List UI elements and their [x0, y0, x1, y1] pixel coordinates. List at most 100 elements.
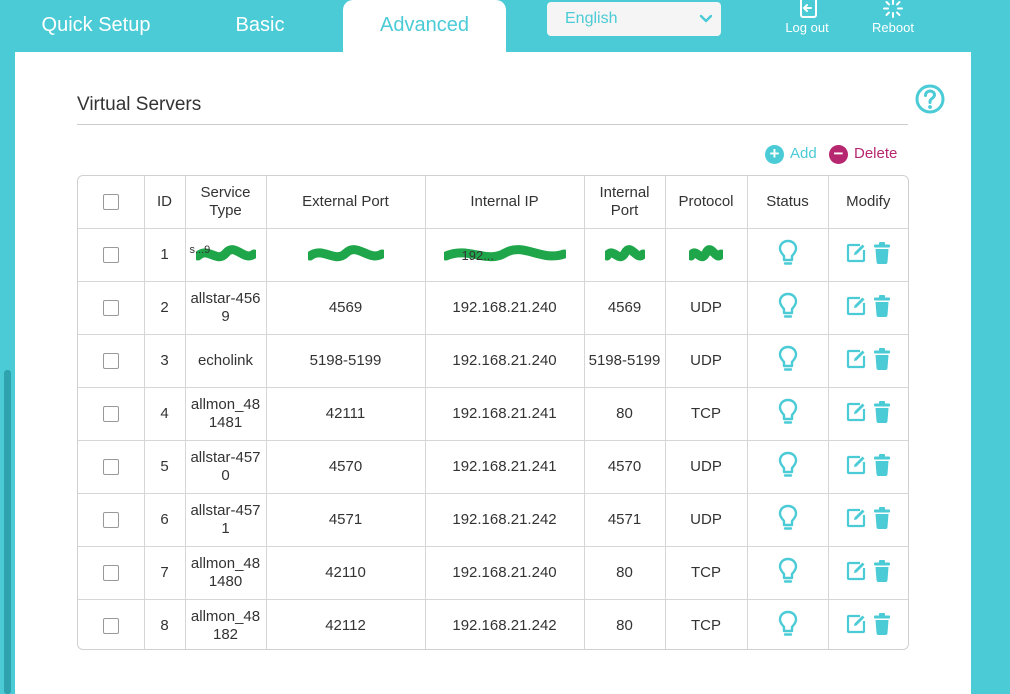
cell-service-type: allstar-4569 — [185, 281, 267, 335]
cell-internal-ip: 192.168.21.241 — [425, 440, 585, 494]
cell-modify — [828, 600, 908, 650]
row-checkbox[interactable] — [102, 353, 119, 370]
cell-internal-ip: 192... — [425, 228, 585, 282]
header-modify: Modify — [828, 176, 908, 229]
row-checkbox[interactable] — [102, 406, 119, 423]
edit-icon[interactable] — [846, 614, 866, 634]
trash-icon[interactable] — [874, 295, 891, 317]
language-select[interactable]: English — [547, 2, 721, 36]
row-select-cell[interactable] — [78, 493, 145, 547]
tab-basic[interactable]: Basic — [235, 14, 285, 36]
tab-advanced[interactable]: Advanced — [343, 0, 506, 53]
scrollbar-thumb[interactable] — [4, 370, 11, 694]
reboot-button[interactable]: Reboot — [860, 0, 926, 35]
lightbulb-icon[interactable] — [778, 557, 798, 585]
trash-icon[interactable] — [874, 401, 891, 423]
edit-icon[interactable] — [846, 561, 866, 581]
chevron-down-icon — [699, 14, 713, 23]
trash-icon[interactable] — [874, 242, 891, 264]
header-id: ID — [144, 176, 186, 229]
cell-protocol: UDP — [665, 493, 748, 547]
lightbulb-icon[interactable] — [778, 345, 798, 373]
header-internal-port: Internal Port — [584, 176, 666, 229]
row-select-cell[interactable] — [78, 599, 145, 649]
cell-service-type: allmon_481480 — [185, 546, 267, 600]
header-external-port: External Port — [266, 176, 426, 229]
row-select-cell[interactable] — [78, 281, 145, 335]
header-service-type: Service Type — [185, 176, 267, 229]
cell-internal-ip: 192.168.21.240 — [425, 334, 585, 388]
cell-modify — [828, 440, 908, 494]
lightbulb-icon[interactable] — [778, 239, 798, 267]
table-row: 6 allstar-4571 4571 192.168.21.242 4571 UDP — [78, 493, 908, 547]
select-all-checkbox[interactable] — [102, 194, 119, 211]
cell-external-port: 42110 — [266, 546, 426, 600]
cell-external-port: 4571 — [266, 493, 426, 547]
modify-actions — [846, 401, 891, 423]
edit-icon[interactable] — [846, 508, 866, 528]
row-select-cell[interactable] — [78, 546, 145, 600]
cell-id: 1 — [144, 228, 186, 282]
trash-icon[interactable] — [874, 560, 891, 582]
cell-protocol: TCP — [665, 546, 748, 600]
cell-external-port: 4570 — [266, 440, 426, 494]
table-row: 3 echolink 5198-5199 192.168.21.240 5198-519… — [78, 334, 908, 388]
row-select-cell[interactable] — [78, 387, 145, 441]
edit-icon[interactable] — [846, 402, 866, 422]
cell-internal-ip-text: 192... — [461, 248, 495, 263]
tab-quick-setup[interactable]: Quick Setup — [41, 14, 151, 36]
lightbulb-icon[interactable] — [778, 610, 798, 638]
edit-icon[interactable] — [846, 243, 866, 263]
lightbulb-icon[interactable] — [778, 292, 798, 320]
cell-id: 8 — [144, 599, 186, 649]
lightbulb-icon[interactable] — [778, 504, 798, 532]
lightbulb-icon[interactable] — [778, 451, 798, 479]
row-select-cell[interactable] — [78, 440, 145, 494]
lightbulb-icon[interactable] — [778, 398, 798, 426]
modify-actions — [846, 507, 891, 529]
row-checkbox[interactable] — [102, 512, 119, 529]
cell-external-port: 42112 — [266, 599, 426, 649]
help-icon[interactable] — [915, 84, 945, 114]
row-select-cell[interactable] — [78, 334, 145, 388]
row-checkbox[interactable] — [102, 618, 119, 635]
cell-internal-port: 80 — [584, 546, 666, 600]
cell-external-port: 5198-5199 — [266, 334, 426, 388]
row-checkbox[interactable] — [102, 247, 119, 264]
cell-id: 2 — [144, 281, 186, 335]
cell-protocol: TCP — [665, 387, 748, 441]
trash-icon[interactable] — [874, 454, 891, 476]
table-row: 2 allstar-4569 4569 192.168.21.240 4569 UDP — [78, 281, 908, 335]
row-select-cell[interactable] — [78, 228, 145, 282]
header-select-all[interactable] — [78, 176, 145, 229]
redaction-scribble — [689, 245, 723, 262]
delete-button[interactable]: − Delete — [829, 144, 897, 164]
row-checkbox[interactable] — [102, 300, 119, 317]
cell-status — [747, 281, 829, 335]
cell-id: 3 — [144, 334, 186, 388]
table-row: 7 allmon_481480 42110 192.168.21.240 80 TCP — [78, 546, 908, 600]
cell-protocol: UDP — [665, 334, 748, 388]
table-header-row: ID Service Type External Port Internal I… — [78, 176, 908, 229]
table-row: 1 s...9 192... — [78, 228, 908, 282]
cell-service-type: allstar-4571 — [185, 493, 267, 547]
cell-modify — [828, 334, 908, 388]
cell-id: 6 — [144, 493, 186, 547]
edit-icon[interactable] — [846, 349, 866, 369]
row-checkbox[interactable] — [102, 565, 119, 582]
redaction-scribble — [443, 245, 566, 262]
add-button[interactable]: + Add — [765, 144, 817, 164]
edit-icon[interactable] — [846, 296, 866, 316]
trash-icon[interactable] — [874, 348, 891, 370]
edit-icon[interactable] — [846, 455, 866, 475]
add-label: Add — [790, 145, 817, 162]
trash-icon[interactable] — [874, 507, 891, 529]
cell-service-type: allmon_48182 — [185, 599, 267, 649]
plus-icon: + — [765, 144, 784, 164]
left-scroll-strip — [0, 52, 15, 694]
row-checkbox[interactable] — [102, 459, 119, 476]
cell-internal-ip: 192.168.21.242 — [425, 599, 585, 649]
logout-button[interactable]: Log out — [776, 0, 838, 35]
trash-icon[interactable] — [874, 613, 891, 635]
cell-id: 4 — [144, 387, 186, 441]
